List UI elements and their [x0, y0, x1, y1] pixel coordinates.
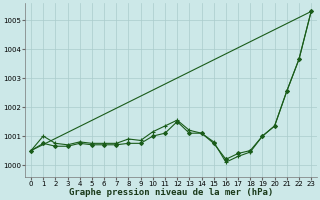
X-axis label: Graphe pression niveau de la mer (hPa): Graphe pression niveau de la mer (hPa) [69, 188, 273, 197]
